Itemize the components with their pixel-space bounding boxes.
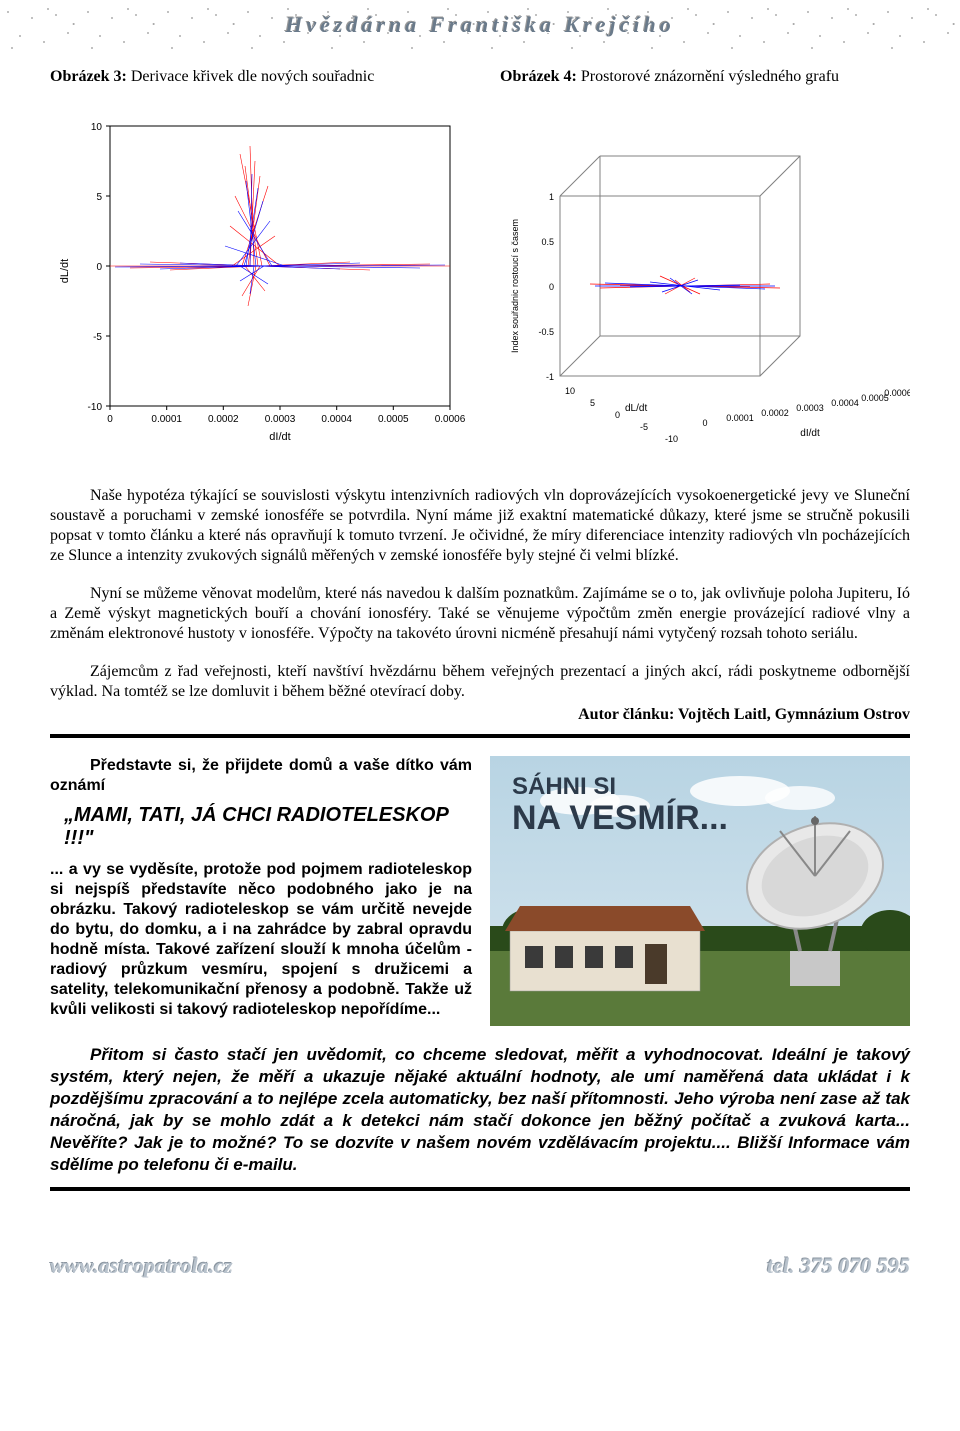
closing-paragraph: Přitom si často stačí jen uvědomit, co c…: [50, 1044, 910, 1177]
paragraph-3: Zájemcům z řad veřejnosti, kteří navštív…: [50, 662, 910, 702]
header-banner: Hvězdárna Františka Krejčího: [0, 0, 960, 58]
svg-text:1: 1: [549, 192, 554, 202]
paragraph-1: Naše hypotéza týkající se souvislosti vý…: [50, 486, 910, 566]
page-footer: www.astropatrola.cz tel. 375 070 595: [0, 1239, 960, 1299]
svg-text:0.0002: 0.0002: [208, 414, 239, 425]
svg-text:0: 0: [702, 418, 707, 428]
promo-body: ... a vy se vyděsíte, protože pod pojmem…: [50, 860, 472, 1020]
svg-text:dI/dt: dI/dt: [269, 431, 290, 443]
svg-text:0.0003: 0.0003: [796, 403, 824, 413]
svg-text:0.0003: 0.0003: [265, 414, 296, 425]
svg-text:0.0002: 0.0002: [761, 408, 789, 418]
svg-text:-1: -1: [546, 372, 554, 382]
footer-phone: tel. 375 070 595: [767, 1253, 910, 1279]
svg-text:dL/dt: dL/dt: [59, 259, 71, 283]
promo-intro: Představte si, že přijdete domů a vaše d…: [50, 756, 472, 796]
svg-text:0: 0: [549, 282, 554, 292]
promo-section: Představte si, že přijdete domů a vaše d…: [50, 756, 910, 1026]
svg-text:-0.5: -0.5: [538, 327, 554, 337]
svg-text:-10: -10: [88, 402, 103, 413]
svg-text:-5: -5: [93, 332, 102, 343]
svg-text:dI/dt: dI/dt: [800, 428, 820, 439]
svg-text:dL/dt: dL/dt: [625, 403, 647, 414]
svg-text:5: 5: [96, 192, 102, 203]
paragraph-2-text: Nyní se můžeme věnovat modelům, které ná…: [50, 585, 910, 642]
svg-text:-5: -5: [640, 422, 648, 432]
caption-right-rest: Prostorové znázornění výsledného grafu: [577, 68, 839, 85]
promo-text-column: Představte si, že přijdete domů a vaše d…: [50, 756, 472, 1026]
figure-captions-row: Obrázek 3: Derivace křivek dle nových so…: [50, 68, 910, 86]
header-title: Hvězdárna Františka Krejčího: [0, 12, 960, 38]
svg-text:0.0001: 0.0001: [726, 413, 754, 423]
svg-text:0.0001: 0.0001: [151, 414, 182, 425]
svg-text:0.5: 0.5: [541, 237, 554, 247]
svg-text:0.0006: 0.0006: [435, 414, 466, 425]
svg-text:0: 0: [107, 414, 113, 425]
page-content: Obrázek 3: Derivace křivek dle nových so…: [0, 58, 960, 1239]
promo-shout: „MAMI, TATI, JÁ CHCI RADIOTELESKOP !!!": [64, 804, 472, 850]
svg-text:10: 10: [565, 386, 575, 396]
promo-overlay-line2: NA VESMÍR...: [512, 800, 728, 837]
promo-intro-text: Představte si, že přijdete domů a vaše d…: [50, 757, 472, 794]
author-line: Autor článku: Vojtěch Laitl, Gymnázium O…: [50, 706, 910, 724]
svg-text:10: 10: [91, 122, 103, 133]
svg-text:0.0006: 0.0006: [884, 388, 910, 398]
svg-text:0: 0: [96, 262, 102, 273]
paragraph-2: Nyní se můžeme věnovat modelům, které ná…: [50, 584, 910, 644]
divider-top: [50, 734, 910, 738]
charts-row: 10 5 0 -5 -10 dL/dt 0 0.0001 0.0002 0.00…: [50, 106, 910, 446]
promo-image-overlay: SÁHNI SI NA VESMÍR...: [512, 774, 728, 838]
promo-body-text: ... a vy se vyděsíte, protože pod pojmem…: [50, 861, 472, 1018]
paragraph-1-text: Naše hypotéza týkající se souvislosti vý…: [50, 487, 910, 564]
caption-right: Obrázek 4: Prostorové znázornění výsledn…: [460, 68, 910, 86]
footer-url: www.astropatrola.cz: [50, 1253, 233, 1279]
closing-rest: Ideální je takový systém, který nejen, ž…: [50, 1045, 910, 1174]
closing-lead: Přitom si často stačí jen uvědomit, co c…: [90, 1045, 764, 1064]
caption-left-rest: Derivace křivek dle nových souřadnic: [127, 68, 374, 85]
svg-text:0.0004: 0.0004: [321, 414, 352, 425]
chart-3d-cube: 1 0.5 0 -0.5 -1 Index souřadnic rostoucí…: [490, 106, 910, 446]
svg-text:Index souřadnic rostoucí s čas: Index souřadnic rostoucí s časem: [510, 219, 520, 353]
svg-text:-10: -10: [665, 434, 678, 444]
caption-left-bold: Obrázek 3:: [50, 68, 127, 85]
svg-text:0.0005: 0.0005: [378, 414, 409, 425]
svg-text:0.0004: 0.0004: [831, 398, 859, 408]
svg-text:0: 0: [615, 410, 620, 420]
svg-text:5: 5: [590, 398, 595, 408]
paragraph-3-text: Zájemcům z řad veřejnosti, kteří navštív…: [50, 663, 910, 700]
divider-bottom: [50, 1187, 910, 1191]
chart-derivatives-2d: 10 5 0 -5 -10 dL/dt 0 0.0001 0.0002 0.00…: [50, 106, 470, 446]
promo-image: SÁHNI SI NA VESMÍR...: [490, 756, 910, 1026]
caption-right-bold: Obrázek 4:: [500, 68, 577, 85]
promo-overlay-line1: SÁHNI SI: [512, 774, 728, 800]
caption-left: Obrázek 3: Derivace křivek dle nových so…: [50, 68, 460, 86]
